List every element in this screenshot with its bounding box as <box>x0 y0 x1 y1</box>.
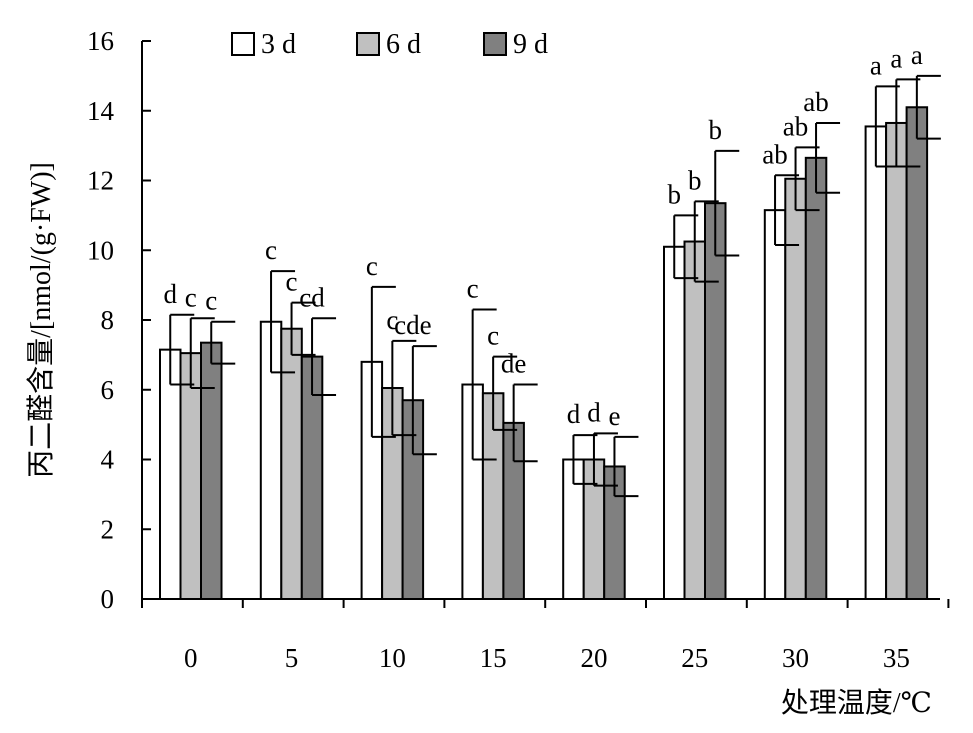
bar <box>663 245 686 600</box>
bar <box>704 202 727 600</box>
significance-label: ab <box>783 111 808 141</box>
x-tick-label: 5 <box>285 643 299 673</box>
x-axis-title: 处理温度/℃ <box>781 687 932 719</box>
x-tick-label: 10 <box>379 643 406 673</box>
y-tick-label: 0 <box>101 584 115 614</box>
significance-label: b <box>668 179 682 209</box>
significance-label: e <box>608 401 620 431</box>
significance-label: a <box>870 50 882 80</box>
y-tick-label: 14 <box>87 96 115 126</box>
y-tick-label: 6 <box>101 375 115 405</box>
y-tick-label: 8 <box>101 305 115 335</box>
bar <box>864 125 888 600</box>
significance-label: c <box>366 251 378 281</box>
y-tick-label: 12 <box>87 166 114 196</box>
significance-label: cd <box>299 282 325 312</box>
x-tick-label: 20 <box>580 643 607 673</box>
significance-label: c <box>185 282 197 312</box>
significance-label: c <box>386 305 398 335</box>
legend-swatch <box>231 32 255 56</box>
significance-label: a <box>911 40 923 70</box>
significance-label: d <box>164 279 178 309</box>
bar <box>804 156 828 601</box>
significance-label: d <box>587 397 601 427</box>
significance-label: d <box>567 399 581 429</box>
bar <box>683 240 706 600</box>
significance-label: c <box>487 321 499 351</box>
y-tick-label: 16 <box>87 26 114 56</box>
bar <box>159 348 182 600</box>
bar <box>784 177 807 600</box>
legend-label: 3 d <box>261 29 296 60</box>
x-tick-label: 35 <box>883 643 910 673</box>
significance-label: b <box>709 115 723 145</box>
y-tick-label: 10 <box>87 235 114 265</box>
significance-label: ab <box>762 139 787 169</box>
bar <box>280 327 303 600</box>
x-tick-label: 0 <box>184 643 198 673</box>
bars <box>159 106 929 601</box>
legend-swatch <box>483 32 507 56</box>
legend-label: 6 d <box>386 29 421 60</box>
legend-label: 9 d <box>513 29 548 60</box>
significance-label: c <box>286 267 298 297</box>
significance-label: c <box>205 286 217 316</box>
bar <box>179 352 202 600</box>
legend-swatch <box>356 32 380 56</box>
error-bars <box>169 74 941 498</box>
x-tick-label: 15 <box>480 643 507 673</box>
bar <box>763 209 787 601</box>
bar <box>905 106 929 600</box>
significance-label: de <box>501 349 527 379</box>
bar <box>885 121 908 601</box>
y-tick-label: 4 <box>101 445 115 475</box>
x-tick-label: 25 <box>681 643 708 673</box>
bar <box>200 341 223 600</box>
significance-label: c <box>265 235 277 265</box>
significance-label: ab <box>803 87 828 117</box>
significance-label: b <box>688 165 702 195</box>
y-axis-title: 丙二醛含量/[nmol/(g·FW)] <box>25 162 57 478</box>
significance-label: cde <box>394 310 431 340</box>
significance-label: c <box>467 274 479 304</box>
legend: 3 d 6 d 9 d <box>231 29 548 60</box>
axes: 0 2 4 6 8 10 12 14 16 0 5 10 15 20 25 30 35 <box>87 26 950 673</box>
significance-label: a <box>890 43 902 73</box>
x-tick-label: 30 <box>782 643 809 673</box>
y-tick-label: 2 <box>101 514 115 544</box>
